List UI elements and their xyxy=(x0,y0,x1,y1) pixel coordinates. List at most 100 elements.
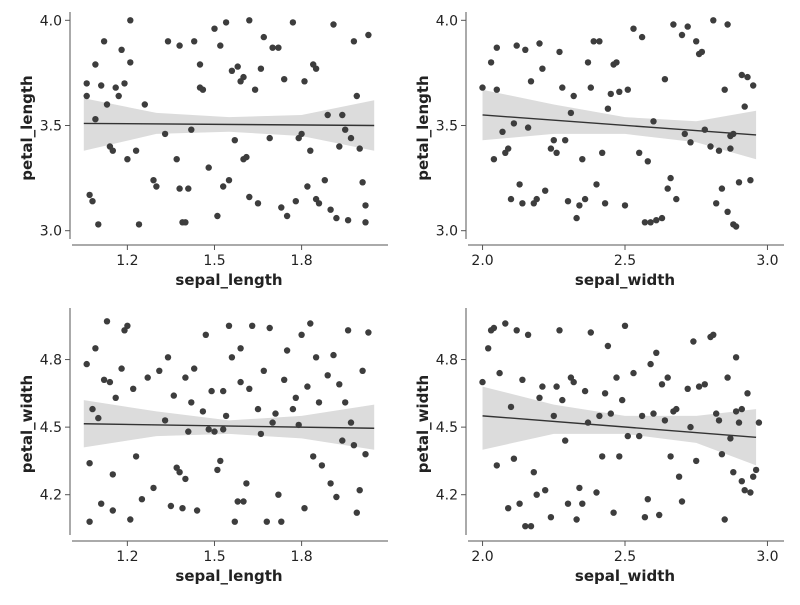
scatter-point xyxy=(240,498,247,505)
scatter-point xyxy=(132,147,140,154)
scatter-point xyxy=(599,149,606,156)
scatter-point xyxy=(318,462,326,469)
scatter-point xyxy=(240,73,247,81)
scatter-point xyxy=(516,181,523,188)
scatter-point xyxy=(684,385,691,392)
x-tick-label: 3.0 xyxy=(756,549,778,565)
panel-sepal-length-vs-petal-width: sepal_length petal_width 1.2 1.5 1.8 4.2 4.5… xyxy=(18,308,388,585)
scatter-point xyxy=(225,177,233,184)
scatter-point xyxy=(490,156,498,163)
scatter-point xyxy=(670,21,677,28)
scatter-point xyxy=(713,200,720,207)
scatter-point xyxy=(353,509,360,516)
scatter-point xyxy=(83,92,90,100)
scatter-point xyxy=(587,329,594,336)
scatter-point xyxy=(710,17,717,24)
scatter-point xyxy=(559,396,566,404)
scatter-point xyxy=(170,392,177,399)
scatter-point xyxy=(196,61,204,68)
scatter-point xyxy=(601,390,609,397)
scatter-point xyxy=(342,399,349,406)
scatter-point xyxy=(92,61,99,68)
scatter-point xyxy=(315,399,323,406)
scatter-point xyxy=(179,505,186,512)
x-tick-label: 2.5 xyxy=(614,253,636,269)
scatter-point xyxy=(115,92,122,100)
scatter-point xyxy=(205,164,212,171)
scatter-point xyxy=(750,473,757,480)
scatter-point xyxy=(98,82,105,89)
scatter-point xyxy=(701,381,708,388)
y-tick-label: 3.5 xyxy=(436,119,458,135)
scatter-point xyxy=(698,48,706,56)
scatter-point xyxy=(693,457,700,465)
scatter-point xyxy=(522,523,529,530)
panel-sepal-length-vs-petal-length: sepal_length petal_length 1.2 1.5 1.8 3.0 3.… xyxy=(18,12,388,289)
scatter-point xyxy=(217,42,224,49)
panel-sepal-width-vs-petal-length: sepal_width petal_length 2.0 2.5 3.0 3.0 3.5… xyxy=(414,12,784,289)
scatter-point xyxy=(687,423,694,431)
scatter-point xyxy=(610,509,617,516)
scatter-point xyxy=(327,206,334,213)
scatter-point xyxy=(260,367,267,374)
scatter-point xyxy=(339,437,346,444)
scatter-point xyxy=(278,204,285,211)
scatter-point xyxy=(747,177,754,184)
scatter-point xyxy=(499,128,506,135)
scatter-point xyxy=(624,432,631,440)
scatter-point xyxy=(278,518,285,525)
scatter-point xyxy=(507,195,515,203)
scatter-point xyxy=(243,153,250,161)
scatter-point xyxy=(656,511,663,519)
scatter-point xyxy=(161,130,169,138)
confidence-band xyxy=(83,400,375,450)
scatter-point xyxy=(307,320,314,327)
scatter-point xyxy=(237,345,244,352)
scatter-point xyxy=(715,147,723,154)
scatter-point xyxy=(536,394,543,401)
scatter-point xyxy=(573,516,580,523)
scatter-point xyxy=(718,185,726,192)
scatter-point xyxy=(269,419,276,426)
scatter-point xyxy=(576,484,583,492)
scatter-point xyxy=(644,158,651,165)
scatter-point xyxy=(365,31,372,39)
scatter-point xyxy=(550,412,557,420)
scatter-point xyxy=(312,354,320,361)
y-axis-label: petal_length xyxy=(18,75,36,180)
scatter-point xyxy=(336,381,343,388)
scatter-point xyxy=(661,417,669,424)
scatter-point xyxy=(738,71,745,79)
scatter-point xyxy=(695,383,703,390)
scatter-point xyxy=(653,217,660,224)
scatter-point xyxy=(106,378,114,386)
scatter-point xyxy=(550,137,557,144)
scatter-point xyxy=(510,120,518,127)
scatter-point xyxy=(167,502,175,510)
scatter-point xyxy=(730,469,737,476)
scatter-point xyxy=(678,498,686,505)
regression-line xyxy=(83,423,375,429)
scatter-point xyxy=(118,365,125,372)
scatter-point xyxy=(246,193,253,201)
scatter-point xyxy=(741,487,748,494)
scatter-point xyxy=(220,183,227,190)
scatter-point xyxy=(176,42,183,49)
scatter-point xyxy=(721,86,728,93)
x-tick-label: 1.5 xyxy=(203,549,225,565)
scatter-point xyxy=(547,145,555,152)
scatter-point xyxy=(559,84,566,91)
scatter-point xyxy=(604,105,612,112)
scatter-point xyxy=(135,221,143,228)
scatter-point xyxy=(581,195,589,203)
scatter-point xyxy=(214,212,221,220)
scatter-point xyxy=(579,500,586,507)
scatter-point xyxy=(678,31,686,39)
scatter-point xyxy=(269,44,276,51)
scatter-point xyxy=(295,421,302,429)
scatter-point xyxy=(234,498,241,505)
scatter-point xyxy=(724,374,731,381)
scatter-point xyxy=(732,408,740,415)
scatter-point xyxy=(161,417,169,424)
scatter-point xyxy=(118,46,125,53)
